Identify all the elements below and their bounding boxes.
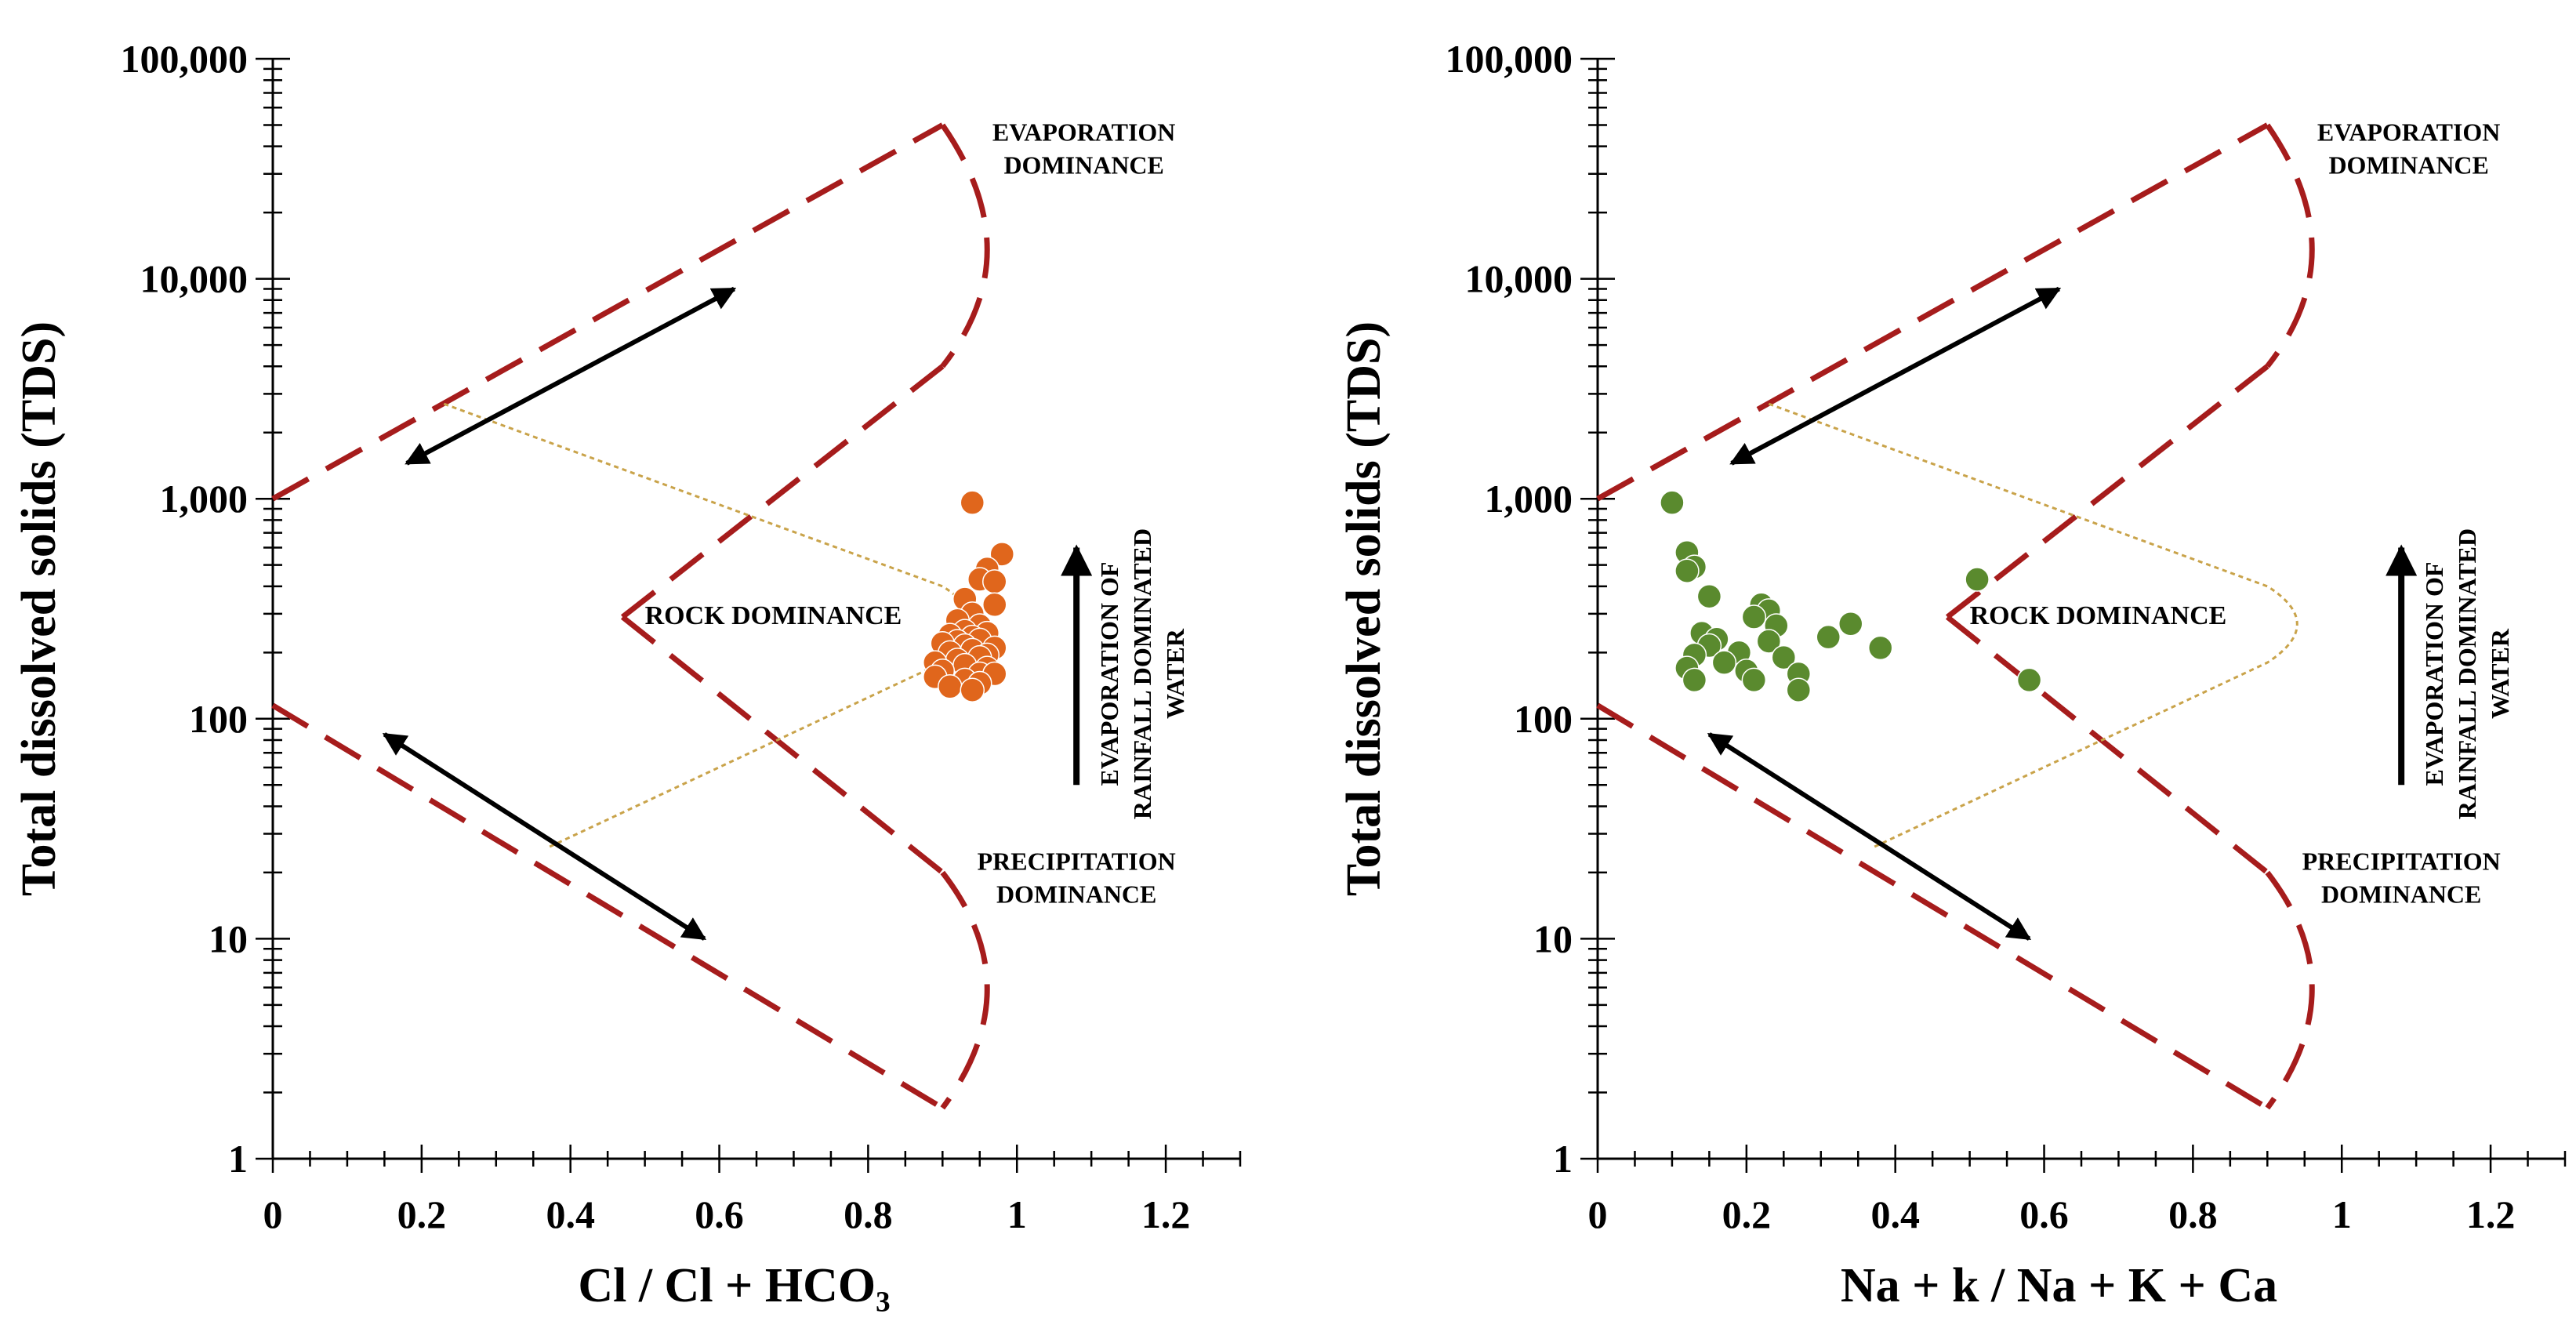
rainfall-label-line: WATER: [1161, 628, 1189, 719]
boundary-evaporation-cap: [2265, 123, 2315, 368]
evaporation-dominance-label: EVAPORATION: [2317, 118, 2501, 146]
data-point: [2016, 667, 2042, 693]
y-tick-label: 10,000: [140, 257, 249, 301]
data-point: [1696, 583, 1722, 609]
precipitation-dominance-label: PRECIPITATION: [2302, 847, 2501, 875]
x-tick-label: 1.2: [2466, 1192, 2516, 1236]
data-point: [1771, 644, 1797, 670]
x-tick-label: 0: [263, 1192, 283, 1236]
y-tick-label: 1,000: [160, 477, 249, 521]
x-tick-label: 0.6: [695, 1192, 744, 1236]
data-point: [1816, 624, 1841, 650]
x-tick-label: 0.8: [2168, 1192, 2218, 1236]
y-tick-label: 10,000: [1465, 257, 1573, 301]
data-point: [1711, 650, 1737, 675]
x-tick-label: 1: [2332, 1192, 2352, 1236]
boundary-lower-outer: [1596, 702, 2269, 1111]
data-point: [982, 592, 1007, 618]
rainfall-label-line: EVAPORATION OF: [1095, 562, 1123, 786]
data-point: [1867, 635, 1893, 661]
data-point: [989, 542, 1014, 567]
data-point: [1660, 490, 1685, 515]
precipitation-trend-arrow: [1707, 732, 2032, 941]
x-axis-title: Na + k / Na + K + Ca: [1841, 1259, 2277, 1312]
precipitation-dominance-label: DOMINANCE: [2321, 880, 2481, 908]
precipitation-trend-arrow: [382, 732, 707, 941]
boundary-lower-outer: [271, 702, 945, 1111]
y-tick-label: 100: [1514, 697, 1573, 741]
data-points: [1660, 490, 2042, 702]
data-point: [1838, 612, 1863, 637]
x-tick-label: 0.8: [844, 1192, 893, 1236]
y-tick-label: 100,000: [1446, 37, 1573, 81]
x-tick-label: 1.2: [1141, 1192, 1191, 1236]
rainfall-label-line: EVAPORATION OF: [2420, 562, 2448, 786]
boundary-upper-inner: [1945, 364, 2269, 619]
y-tick-label: 10: [1533, 916, 1573, 960]
data-point: [1741, 667, 1767, 693]
evaporation-dominance-label: DOMINANCE: [1003, 151, 1163, 179]
data-point: [1786, 677, 1812, 702]
x-tick-label: 0.4: [1870, 1192, 1920, 1236]
evaporation-dominance-label: DOMINANCE: [2328, 151, 2488, 179]
y-axis-title: Total dissolved solids (TDS): [13, 321, 66, 896]
precipitation-dominance-label: PRECIPITATION: [978, 847, 1176, 875]
x-tick-label: 0: [1588, 1192, 1608, 1236]
y-tick-label: 100: [189, 697, 248, 741]
x-axis-title: Cl / Cl + HCO₃: [578, 1259, 890, 1312]
boundary-lower-inner: [1945, 615, 2269, 875]
data-point: [1741, 604, 1767, 630]
boundary-precipitation-cap: [2265, 870, 2315, 1110]
rainfall-label-line: RAINFALL DOMINATED: [2453, 528, 2481, 819]
data-point: [960, 490, 985, 515]
y-tick-label: 10: [209, 916, 248, 960]
y-tick-label: 100,000: [121, 37, 249, 81]
boundary-upper-inner: [620, 364, 945, 619]
rainfall-label-line: WATER: [2486, 628, 2514, 719]
y-tick-label: 1: [228, 1137, 248, 1181]
boundary-evaporation-cap: [940, 123, 990, 368]
rainfall-evaporation-label: EVAPORATION OF RAINFALL DOMINATED WATER: [1095, 528, 1189, 819]
rainfall-evaporation-label: EVAPORATION OF RAINFALL DOMINATED WATER: [2420, 528, 2514, 819]
rock-dominance-label: ROCK DOMINANCE: [645, 601, 902, 630]
y-tick-label: 1: [1553, 1137, 1573, 1181]
evaporation-trend-arrow: [1729, 286, 2062, 466]
data-point: [960, 677, 985, 702]
data-points: [923, 490, 1014, 702]
rock-dominance-guide-curve: [1768, 402, 2298, 849]
x-tick-label: 0.6: [2019, 1192, 2069, 1236]
evaporation-dominance-label: EVAPORATION: [992, 118, 1176, 146]
rock-dominance-label: ROCK DOMINANCE: [1970, 601, 2227, 630]
x-tick-label: 0.2: [1722, 1192, 1772, 1236]
data-point: [938, 674, 963, 699]
data-point: [1682, 667, 1707, 693]
evaporation-trend-arrow: [405, 286, 737, 466]
boundary-lower-inner: [620, 615, 945, 875]
y-tick-label: 1,000: [1485, 477, 1573, 521]
chart-panel-left: 1 10 100 1,000 10,000 100,000 0 0.2 0.4 0.6 0.8 1 1.…: [13, 37, 1242, 1312]
boundary-precipitation-cap: [940, 870, 990, 1110]
data-point: [1674, 558, 1700, 583]
x-tick-label: 0.4: [546, 1192, 595, 1236]
data-point: [982, 569, 1007, 594]
x-tick-label: 1: [1007, 1192, 1027, 1236]
y-axis-title: Total dissolved solids (TDS): [1337, 321, 1391, 896]
data-point: [1756, 629, 1782, 654]
precipitation-dominance-label: DOMINANCE: [996, 880, 1156, 908]
x-tick-label: 0.2: [397, 1192, 447, 1236]
chart-panel-right: 1 10 100 1,000 10,000 100,000 0 0.2 0.4 0.6 0.8 1 1.…: [1337, 37, 2567, 1312]
data-point: [1965, 567, 1990, 592]
rainfall-label-line: RAINFALL DOMINATED: [1128, 528, 1156, 819]
